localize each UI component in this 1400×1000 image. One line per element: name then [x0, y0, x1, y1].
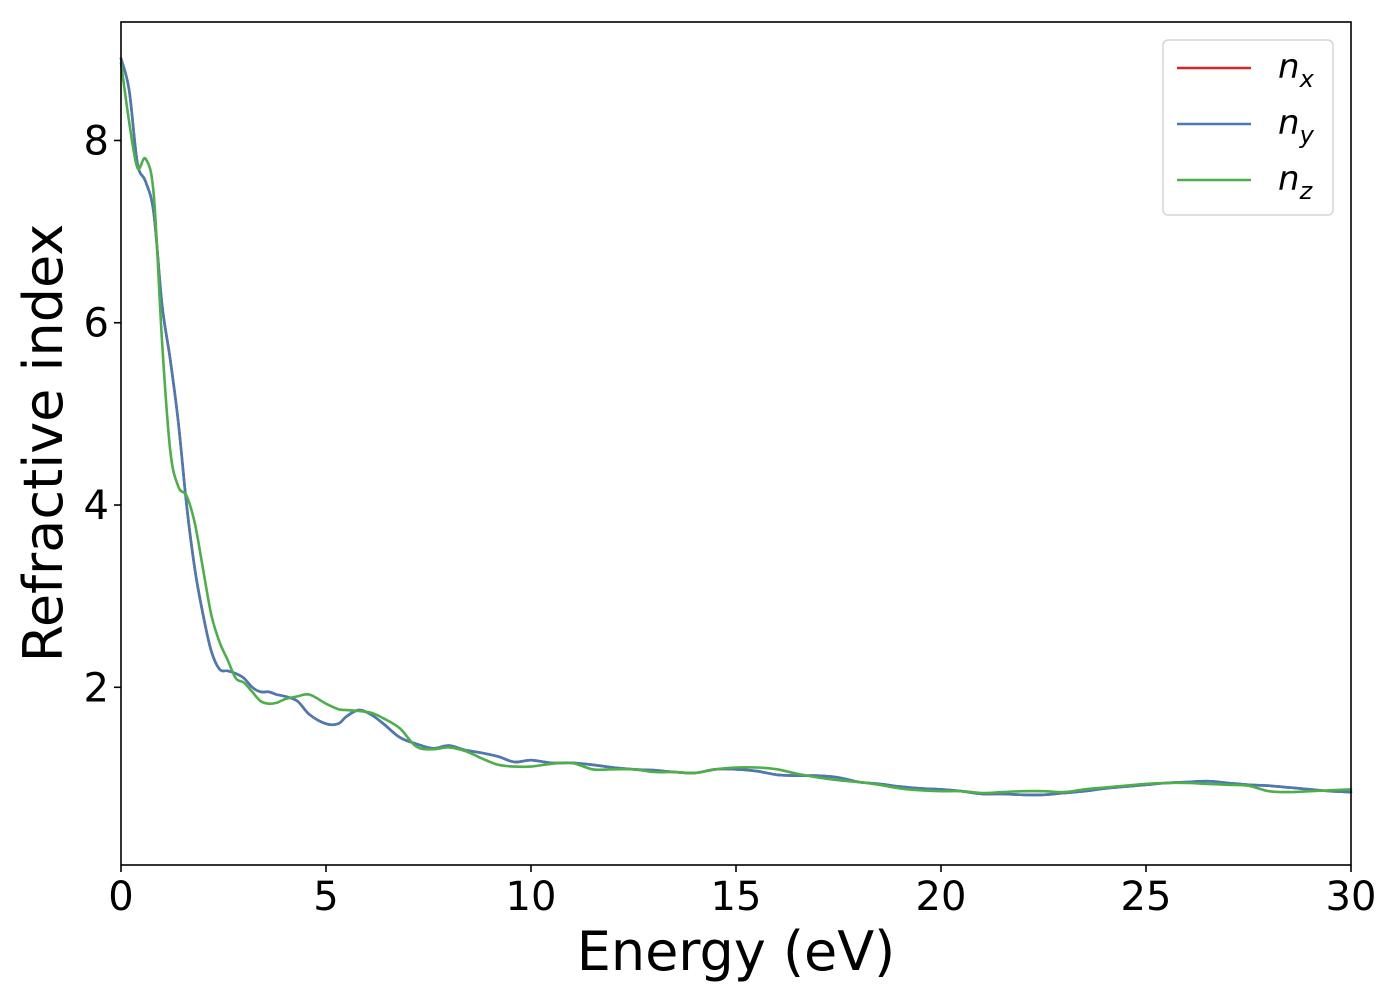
x-tick-label: 30 — [1326, 874, 1377, 920]
series-layer — [119, 57, 1353, 797]
y-tick-label: 4 — [84, 483, 109, 529]
x-tick-label: 25 — [1121, 874, 1172, 920]
x-tick-label: 10 — [506, 874, 557, 920]
y-tick-label: 2 — [84, 665, 109, 711]
x-axis-label: Energy (eV) — [577, 920, 896, 983]
y-axis-ticks: 2 4 6 8 — [84, 118, 121, 711]
legend-box — [1162, 39, 1334, 216]
series-line-z — [119, 61, 1353, 795]
x-tick-label: 20 — [916, 874, 967, 920]
x-tick-label: 0 — [108, 874, 133, 920]
x-tick-label: 5 — [313, 874, 338, 920]
y-tick-label: 8 — [84, 118, 109, 164]
x-tick-label: 15 — [711, 874, 762, 920]
y-tick-label: 6 — [84, 301, 109, 347]
y-axis-label: Refractive index — [12, 224, 75, 663]
x-axis-ticks: 0 5 10 15 20 25 30 — [108, 865, 1376, 920]
